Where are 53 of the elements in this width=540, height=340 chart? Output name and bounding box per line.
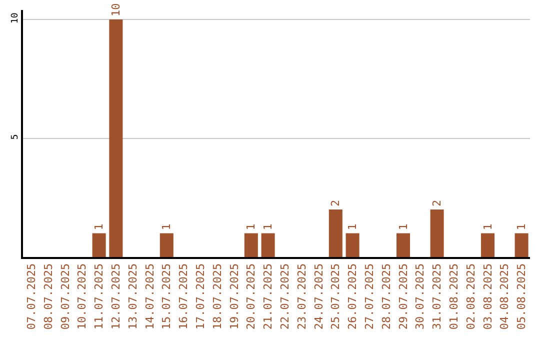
x-tick-label: 17.07.2025 (194, 263, 208, 330)
bar (514, 233, 528, 257)
x-tick-label: 03.08.2025 (481, 263, 494, 330)
bar (346, 233, 360, 257)
data-label: 1 (515, 224, 528, 230)
x-tick-label: 19.07.2025 (228, 263, 241, 330)
data-label: 1 (160, 224, 174, 230)
x-tick-label: 04.08.2025 (498, 263, 512, 330)
data-label: 1 (92, 224, 106, 230)
data-label: 1 (481, 224, 494, 230)
x-tick-label: 29.07.2025 (396, 263, 410, 330)
x-tick-label: 02.08.2025 (464, 263, 478, 330)
data-label: 1 (262, 224, 275, 230)
x-tick-label: 16.07.2025 (177, 263, 190, 330)
x-tick-label: 28.07.2025 (380, 263, 393, 330)
bar (480, 233, 495, 257)
x-tick-label: 27.07.2025 (363, 263, 376, 330)
bar (92, 233, 106, 257)
x-tick-label: 20.07.2025 (244, 263, 258, 330)
bar (328, 210, 342, 257)
x-tick-label: 09.07.2025 (58, 263, 72, 330)
bar (244, 233, 258, 257)
x-tick-label: 25.07.2025 (329, 263, 342, 330)
bar (396, 233, 410, 257)
x-tick-label: 30.07.2025 (414, 263, 427, 330)
data-label: 10 (109, 3, 122, 16)
x-tick-label: 05.08.2025 (515, 263, 528, 330)
bar (160, 233, 174, 257)
x-tick-label: 22.07.2025 (278, 263, 292, 330)
data-label: 1 (244, 224, 258, 230)
x-tick-label: 14.07.2025 (143, 263, 156, 330)
x-tick-label: 11.07.2025 (92, 263, 106, 330)
x-tick-label: 26.07.2025 (346, 263, 360, 330)
x-tick-label: 08.07.2025 (42, 263, 55, 330)
x-tick-label: 21.07.2025 (262, 263, 275, 330)
bar (430, 210, 444, 257)
data-label: 2 (430, 200, 444, 206)
data-label: 1 (346, 224, 360, 230)
x-tick-label: 01.08.2025 (448, 263, 461, 330)
bar (261, 233, 275, 257)
data-label: 1 (396, 224, 410, 230)
x-tick-label: 07.07.2025 (25, 263, 38, 330)
x-tick-label: 12.07.2025 (110, 263, 123, 330)
bar (109, 20, 123, 257)
x-tick-label: 18.07.2025 (210, 263, 224, 330)
y-tick-label: 5 (10, 134, 20, 140)
data-label: 2 (329, 200, 342, 206)
x-tick-label: 10.07.2025 (76, 263, 89, 330)
x-tick-label: 31.07.2025 (430, 263, 444, 330)
x-tick-label: 13.07.2025 (126, 263, 140, 330)
x-tick-label: 24.07.2025 (312, 263, 326, 330)
x-tick-label: 23.07.2025 (295, 263, 308, 330)
x-tick-label: 15.07.2025 (160, 263, 174, 330)
